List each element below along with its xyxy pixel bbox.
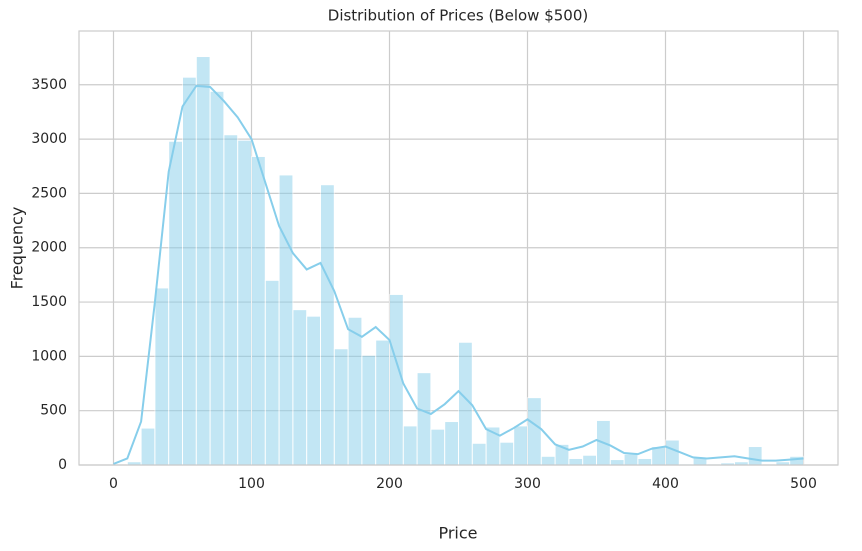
- histogram-bar: [609, 459, 625, 466]
- histogram-bar: [195, 56, 211, 466]
- y-tick-label: 2500: [31, 185, 67, 201]
- histogram-bar: [361, 354, 377, 466]
- x-axis-label: Price: [438, 524, 477, 543]
- histogram-bar: [347, 316, 363, 466]
- histogram-bar: [540, 455, 556, 466]
- chart-title: Distribution of Prices (Below $500): [328, 7, 588, 25]
- histogram-bar: [223, 134, 239, 466]
- histogram-bar: [471, 442, 487, 466]
- histogram-bar: [637, 457, 653, 466]
- histogram-bar: [444, 421, 460, 466]
- x-tick-label: 400: [652, 476, 679, 492]
- histogram-bar: [264, 279, 280, 466]
- histogram-bar: [168, 140, 183, 466]
- histogram-bar: [582, 454, 598, 466]
- y-tick-label: 1000: [31, 348, 67, 364]
- histogram-bar: [789, 455, 805, 466]
- histogram-bar: [306, 315, 322, 466]
- histogram-bar: [402, 425, 418, 466]
- histogram-bar: [140, 427, 156, 466]
- histogram-bar: [333, 348, 349, 466]
- histogram-bar: [251, 155, 266, 466]
- histogram-bar: [430, 428, 446, 466]
- y-tick-label: 3000: [31, 131, 67, 147]
- histogram-bar: [747, 446, 763, 466]
- histogram-bar: [623, 453, 639, 466]
- histogram-bar: [568, 457, 584, 466]
- histogram-bar: [513, 425, 529, 466]
- x-tick-label: 0: [109, 476, 118, 492]
- y-tick-label: 3500: [31, 77, 67, 93]
- histogram-bar: [278, 174, 294, 466]
- histogram-bar: [209, 90, 225, 466]
- y-axis-label: Frequency: [8, 207, 27, 290]
- histogram-bar: [237, 139, 252, 466]
- histogram-bar: [665, 439, 680, 466]
- y-tick-label: 2000: [31, 240, 67, 256]
- x-tick-label: 500: [790, 476, 817, 492]
- y-tick-label: 500: [40, 403, 67, 419]
- x-tick-label: 100: [238, 476, 265, 492]
- histogram-bar: [292, 309, 308, 466]
- histogram-bar: [499, 441, 515, 466]
- y-tick-label: 1500: [31, 294, 67, 310]
- histogram-bar: [375, 339, 391, 466]
- histogram-bar: [182, 76, 197, 466]
- histogram-bar: [320, 184, 335, 466]
- histogram-bar: [416, 372, 432, 466]
- x-tick-label: 200: [376, 476, 403, 492]
- kde-line: [113, 84, 804, 465]
- histogram-bar: [527, 397, 542, 466]
- y-tick-label: 0: [58, 457, 67, 473]
- histogram-bar: [154, 287, 170, 466]
- x-tick-label: 300: [514, 476, 541, 492]
- plot-frame: [78, 30, 839, 466]
